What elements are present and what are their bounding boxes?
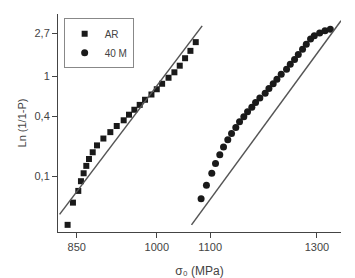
- svg-text:0,4: 0,4: [35, 110, 50, 122]
- svg-text:850: 850: [68, 241, 86, 253]
- svg-text:0,1: 0,1: [35, 170, 50, 182]
- svg-text:σ₀ (MPa): σ₀ (MPa): [175, 264, 223, 278]
- svg-text:1: 1: [44, 70, 50, 82]
- svg-text:1100: 1100: [198, 241, 222, 253]
- svg-text:AR: AR: [105, 29, 119, 40]
- svg-text:40 M: 40 M: [105, 48, 127, 59]
- svg-text:1300: 1300: [305, 241, 329, 253]
- svg-text:2,7: 2,7: [35, 27, 50, 39]
- svg-text:1000: 1000: [145, 241, 169, 253]
- svg-text:Ln (1/1-P): Ln (1/1-P): [16, 99, 28, 148]
